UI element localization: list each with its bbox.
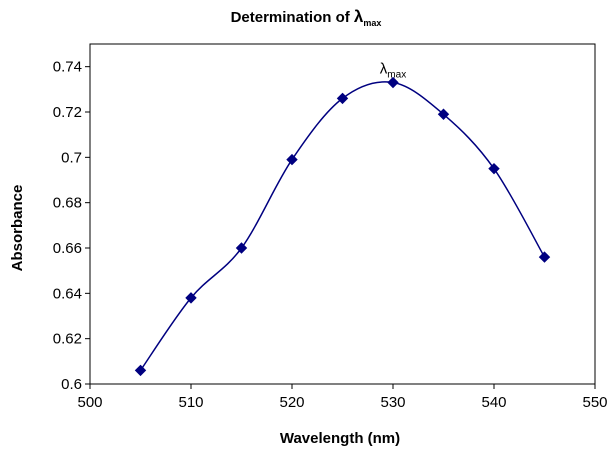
x-axis-title: Wavelength (nm) <box>280 430 400 447</box>
y-tick-label: 0.74 <box>53 59 82 76</box>
y-tick-label: 0.72 <box>53 104 82 121</box>
x-tick-label: 540 <box>481 394 506 411</box>
x-tick-label: 500 <box>77 394 102 411</box>
peak-annotation: λmax <box>380 61 406 81</box>
data-point-marker <box>235 242 248 254</box>
data-point-marker <box>336 92 349 105</box>
tick-labels: 0.6 0.62 0.64 0.66 0.68 0.7 0.72 0.74 500 510 520 5… <box>53 59 608 411</box>
series-line <box>139 81 546 371</box>
x-tick-label: 510 <box>178 394 203 411</box>
peak-annotation-subscript: max <box>387 70 406 81</box>
data-point-marker <box>286 153 298 166</box>
chart-title-subscript: max <box>363 18 381 28</box>
data-point-marker <box>134 364 147 377</box>
series <box>134 76 551 377</box>
data-point-marker <box>538 251 551 263</box>
data-point-marker <box>488 162 500 175</box>
plot-area-frame <box>89 43 596 385</box>
y-tick-label: 0.7 <box>61 149 82 166</box>
peak-annotation-symbol: λ <box>380 61 388 78</box>
y-tick-label: 0.62 <box>53 331 82 348</box>
x-tick-label: 530 <box>380 394 405 411</box>
chart-title-prefix: Determination of <box>231 9 354 26</box>
chart-title-symbol: λ <box>354 7 364 26</box>
data-point-marker <box>437 108 450 120</box>
data-point-marker <box>387 76 399 89</box>
y-tick-label: 0.64 <box>53 285 82 302</box>
chart-title: Determination of λmax <box>231 7 382 28</box>
annotations: λmax <box>380 61 406 81</box>
y-tick-label: 0.6 <box>61 376 82 393</box>
axes <box>85 43 596 389</box>
y-axis-title: Absorbance <box>9 185 26 272</box>
x-tick-label: 550 <box>582 394 607 411</box>
y-tick-label: 0.68 <box>53 195 82 212</box>
y-tick-label: 0.66 <box>53 240 82 257</box>
data-point-marker <box>185 292 197 304</box>
x-tick-label: 520 <box>279 394 304 411</box>
